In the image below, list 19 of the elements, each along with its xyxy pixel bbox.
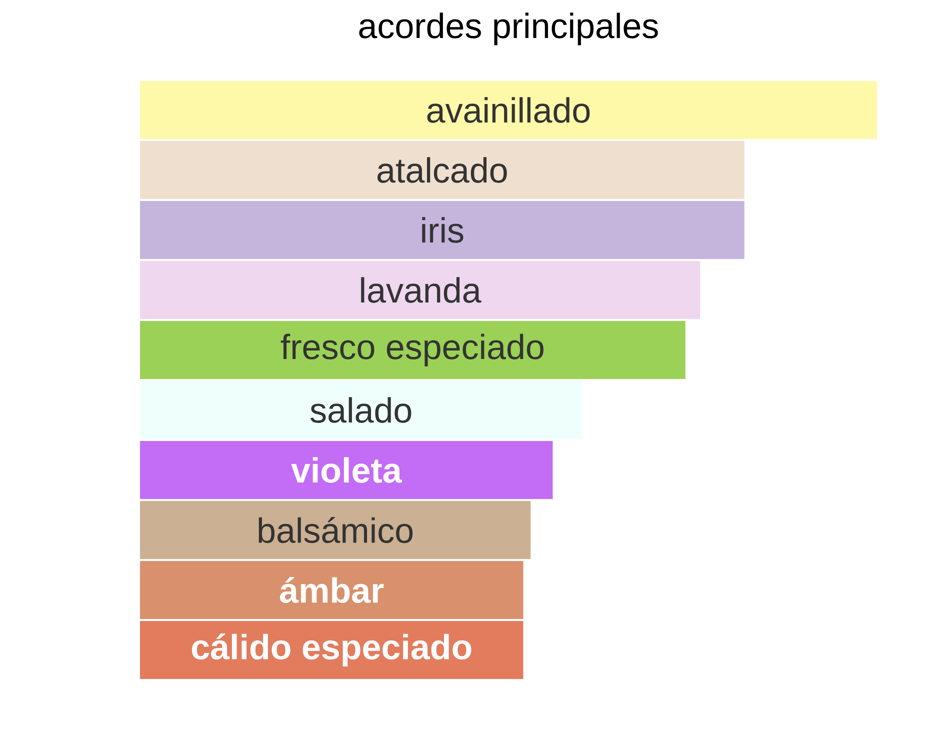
bar <box>140 261 700 319</box>
bar <box>140 501 531 559</box>
bar <box>140 141 744 199</box>
bar <box>140 81 878 139</box>
y-tick-label: avainillado <box>427 97 590 123</box>
bar <box>140 201 744 259</box>
y-tick-label: fresco especiado <box>280 334 544 366</box>
y-tick-label: lavanda <box>361 277 482 303</box>
y-tick-label: atalcado <box>378 157 507 183</box>
y-tick-label: salado <box>310 397 412 423</box>
bar <box>140 561 524 619</box>
y-tick-label: violeta <box>291 457 402 483</box>
chart-title: acordes principales <box>359 12 658 46</box>
y-tick-label: ámbar <box>280 576 384 604</box>
y-tick-label: balsámico <box>258 516 413 544</box>
y-tick-label: cálido especiado <box>192 634 472 666</box>
bar <box>140 441 553 499</box>
y-tick-label: iris <box>422 217 464 243</box>
bar <box>140 321 686 379</box>
